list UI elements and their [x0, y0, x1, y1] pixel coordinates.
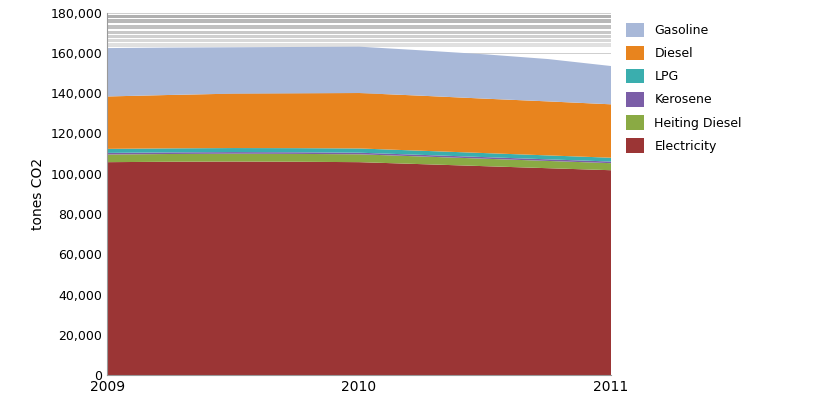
Legend: Gasoline, Diesel, LPG, Kerosene, Heiting Diesel, Electricity: Gasoline, Diesel, LPG, Kerosene, Heiting…	[622, 19, 746, 157]
Y-axis label: tones CO2: tones CO2	[31, 158, 45, 230]
